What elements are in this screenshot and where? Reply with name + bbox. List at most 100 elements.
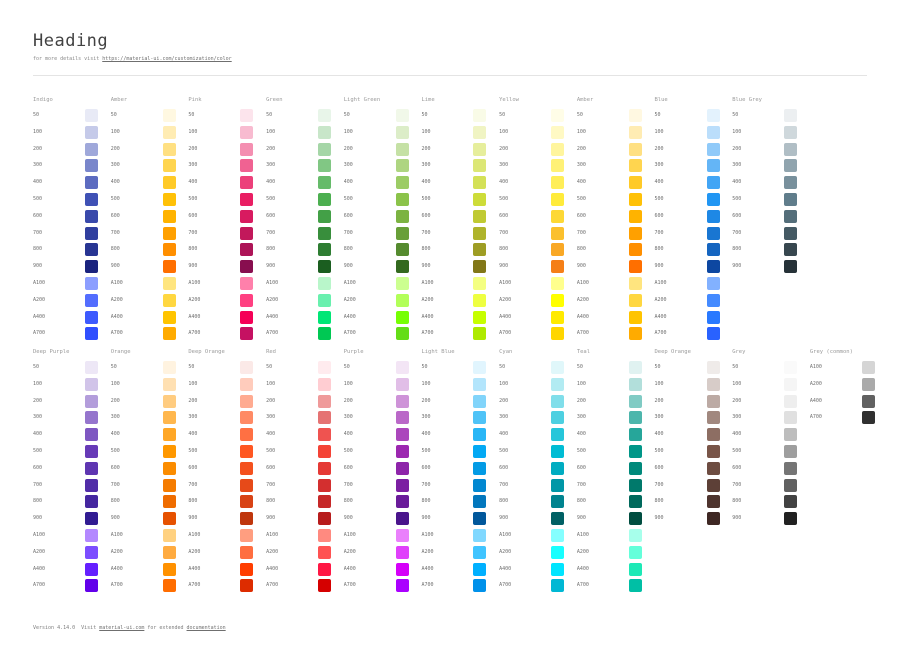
color-column-red: Red 50 100 200 300 400 500 600 700 800 900 A100 A200…	[266, 348, 332, 596]
color-swatch	[162, 444, 176, 458]
color-swatch	[318, 528, 332, 542]
color-swatch	[240, 478, 254, 492]
shade-label: 600	[343, 212, 353, 219]
color-swatch	[85, 276, 98, 290]
shade-label: A200	[499, 548, 512, 555]
color-swatch	[395, 394, 409, 408]
color-swatch	[784, 394, 798, 408]
color-swatch	[85, 428, 98, 442]
color-swatch	[240, 361, 254, 374]
color-column-grey: Grey 50 100 200 300 400 500 600 700 800 900	[732, 348, 798, 596]
shade-row: 800	[732, 495, 798, 509]
shade-row: 300	[111, 159, 176, 173]
color-swatch	[628, 109, 642, 122]
shade-row: 200	[33, 142, 98, 156]
color-swatch	[162, 428, 176, 442]
color-column-cyan: Cyan 50 100 200 300 400 500 600 700 800 900 A100 A20…	[499, 348, 565, 596]
shade-label: 800	[732, 246, 742, 253]
shade-row: 100	[499, 377, 565, 391]
color-column-title: Indigo	[33, 97, 53, 103]
shade-label: 900	[499, 515, 509, 522]
color-swatch	[85, 159, 98, 173]
shade-label: 700	[499, 229, 509, 236]
shade-label: 900	[33, 263, 43, 270]
shade-row: 900	[421, 260, 487, 274]
color-swatch	[395, 192, 409, 206]
shade-label: 100	[576, 380, 586, 387]
shade-label: 700	[576, 481, 586, 488]
color-swatch	[784, 512, 798, 526]
shade-row: A400	[344, 562, 409, 576]
shade-row: 600	[499, 461, 565, 475]
shade-label: 800	[266, 246, 276, 253]
shade-row: 50	[111, 109, 176, 122]
shade-row: 200	[188, 142, 254, 156]
shade-row: 400	[421, 176, 487, 190]
shade-label: A400	[421, 565, 434, 572]
shade-label: 50	[654, 112, 661, 118]
shade-row: 100	[111, 377, 176, 391]
shade-label: 800	[654, 246, 664, 253]
shade-row: 700	[421, 478, 487, 492]
shade-label: 700	[343, 229, 353, 236]
shade-row: 100	[188, 125, 254, 139]
shade-label: 700	[188, 229, 198, 236]
color-swatch	[861, 394, 875, 408]
color-swatch	[85, 461, 98, 475]
shade-label: 600	[188, 212, 198, 219]
subtitle-text: for more details visit	[33, 56, 103, 62]
shade-label: 700	[499, 481, 509, 488]
color-swatch	[240, 192, 254, 206]
shade-row: A200	[499, 293, 565, 307]
shade-row: 600	[499, 209, 565, 223]
shade-label: 400	[421, 179, 431, 186]
color-swatch	[162, 109, 176, 122]
shade-row: A100	[655, 276, 720, 290]
color-column-teal: Teal 50 100 200 300 400 500 600 700 800 900 A100 A20…	[577, 348, 642, 596]
color-swatch	[706, 276, 720, 290]
shade-label: 600	[421, 212, 431, 219]
color-swatch	[318, 478, 332, 492]
color-column-title: Yellow	[499, 97, 519, 103]
color-swatch	[240, 377, 254, 391]
shade-label: 200	[33, 145, 43, 152]
color-column-purple: Purple 50 100 200 300 400 500 600 700 800 900 A100 A…	[344, 348, 409, 596]
shade-label: 300	[576, 414, 586, 421]
color-swatch	[162, 192, 176, 206]
footer-text-mid: for extended	[144, 625, 187, 631]
shade-label: 700	[266, 229, 276, 236]
color-swatch	[395, 109, 409, 122]
shade-row: 50	[266, 361, 332, 374]
shade-label: 900	[421, 263, 431, 270]
shade-label: 900	[654, 263, 664, 270]
customization-color-link[interactable]: https://material-ui.com/customization/co…	[102, 56, 232, 62]
shade-label: 200	[266, 397, 276, 404]
shade-row: A200	[111, 293, 176, 307]
shade-row: 500	[111, 444, 176, 458]
shade-label: 700	[732, 481, 742, 488]
shade-row: A200	[266, 293, 332, 307]
shade-row: 900	[33, 260, 98, 274]
color-swatch	[85, 444, 98, 458]
color-swatch	[318, 377, 332, 391]
shade-row: 50	[732, 361, 798, 374]
color-swatch	[318, 142, 332, 156]
shade-row: 900	[188, 512, 254, 526]
shade-label: A700	[110, 330, 123, 337]
color-swatch	[628, 243, 642, 257]
shade-label: 800	[732, 498, 742, 505]
shade-row: 900	[499, 512, 565, 526]
shade-row: 300	[732, 411, 798, 425]
color-swatch	[551, 545, 565, 559]
shade-row: 800	[421, 243, 487, 257]
color-swatch	[473, 579, 487, 593]
shade-label: 500	[266, 195, 276, 202]
shade-row: 600	[188, 209, 254, 223]
material-ui-link[interactable]: material-ui.com	[99, 625, 145, 631]
documentation-link[interactable]: documentation	[186, 625, 226, 631]
shade-row: 900	[499, 260, 565, 274]
shade-label: 700	[110, 229, 120, 236]
shade-row: 300	[188, 159, 254, 173]
shade-row: A400	[266, 562, 332, 576]
page-title: Heading	[33, 31, 109, 51]
